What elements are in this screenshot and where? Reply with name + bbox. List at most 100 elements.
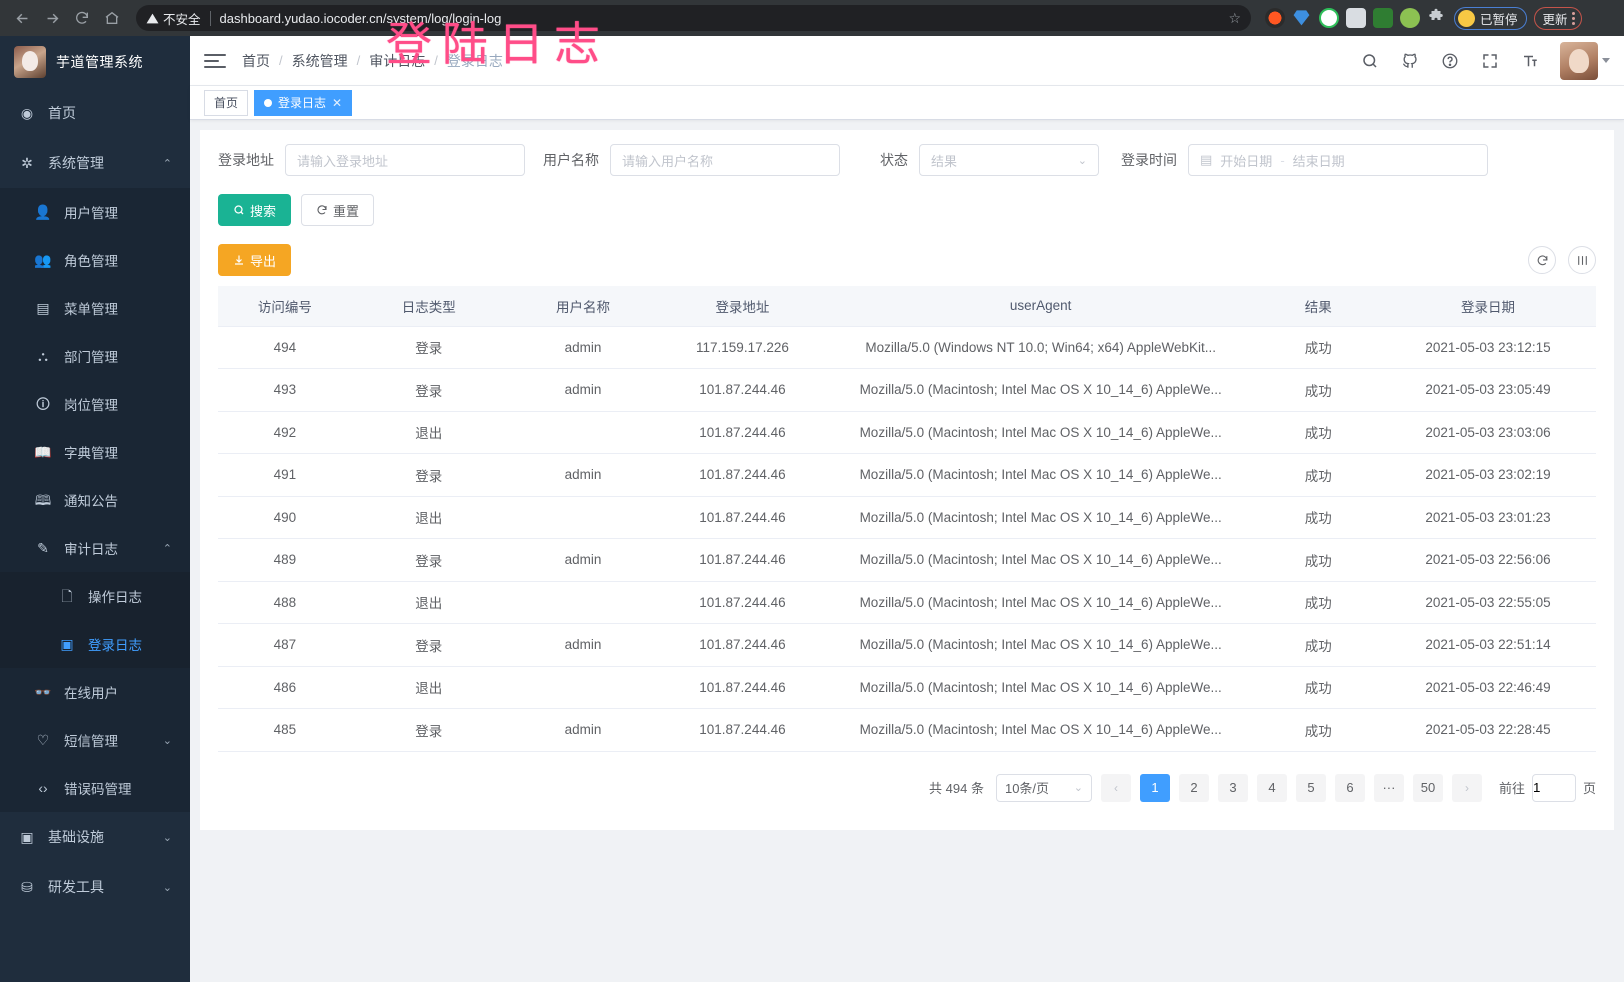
role-icon: 👥 bbox=[34, 252, 52, 268]
table-row[interactable]: 488 退出 101.87.244.46 Mozilla/5.0 (Macintosh… bbox=[218, 581, 1596, 624]
pagination-ellipsis[interactable]: ··· bbox=[1373, 773, 1404, 802]
pagination-page-6[interactable]: 6 bbox=[1334, 773, 1365, 802]
help-icon[interactable] bbox=[1440, 51, 1460, 71]
pagination-page-4[interactable]: 4 bbox=[1256, 773, 1287, 802]
brand[interactable]: 芋道管理系统 bbox=[0, 36, 190, 88]
sidebar-item-departments[interactable]: ⛬ 部门管理 bbox=[0, 332, 190, 380]
sidebar-item-system[interactable]: ✲ 系统管理 ⌃ bbox=[0, 138, 190, 188]
export-button-label: 导出 bbox=[250, 253, 277, 269]
cell-type: 登录 bbox=[351, 368, 506, 412]
font-size-icon[interactable] bbox=[1520, 51, 1540, 71]
search-button[interactable]: 搜索 bbox=[218, 194, 292, 226]
sidebar-item-audit-log[interactable]: ✎ 审计日志 ⌃ bbox=[0, 524, 190, 572]
reset-button[interactable]: 重置 bbox=[301, 194, 375, 226]
table-row[interactable]: 491 登录 admin 101.87.244.46 Mozilla/5.0 (Maci… bbox=[218, 453, 1596, 497]
sidebar-item-error-code[interactable]: ‹› 错误码管理 bbox=[0, 764, 190, 812]
home-icon[interactable] bbox=[98, 4, 126, 32]
github-icon[interactable] bbox=[1400, 51, 1420, 71]
cell-date: 2021-05-03 22:28:45 bbox=[1380, 708, 1596, 752]
login-time-daterange[interactable]: ▤ 开始日期 - 结束日期 bbox=[1188, 144, 1488, 176]
tree-icon: ⛬ bbox=[38, 348, 48, 364]
table-row[interactable]: 494 登录 admin 117.159.17.226 Mozilla/5.0 (Win… bbox=[218, 326, 1596, 369]
refresh-round-icon[interactable] bbox=[1528, 246, 1556, 274]
status-select[interactable]: 结果 ⌄ bbox=[919, 144, 1099, 176]
tag-login-log[interactable]: 登录日志 ✕ bbox=[254, 89, 353, 116]
breadcrumb-item-audit[interactable]: 审计日志 bbox=[369, 52, 426, 69]
pagination-prev[interactable]: ‹ bbox=[1100, 773, 1131, 802]
extension-icon-puzzle[interactable] bbox=[1427, 8, 1447, 28]
table-row[interactable]: 486 退出 101.87.244.46 Mozilla/5.0 (Macintosh… bbox=[218, 666, 1596, 709]
table-row[interactable]: 492 退出 101.87.244.46 Mozilla/5.0 (Macintosh… bbox=[218, 411, 1596, 454]
cell-type: 登录 bbox=[351, 326, 506, 369]
extension-icon-opera[interactable] bbox=[1265, 8, 1285, 28]
address-bar[interactable]: 不安全 dashboard.yudao.iocoder.cn/system/lo… bbox=[136, 5, 1251, 31]
login-address-input[interactable]: 请输入登录地址 bbox=[285, 144, 525, 176]
sidebar-item-dev-tools[interactable]: ⛁ 研发工具 ⌄ bbox=[0, 862, 190, 912]
pagination-page-last[interactable]: 50 bbox=[1412, 773, 1443, 802]
security-label: 不安全 bbox=[163, 12, 201, 27]
sidebar-item-dictionary[interactable]: 📖 字典管理 bbox=[0, 428, 190, 476]
login-log-icon: ▣ bbox=[60, 636, 74, 652]
pagination-next[interactable]: › bbox=[1451, 773, 1482, 802]
table-row[interactable]: 489 登录 admin 101.87.244.46 Mozilla/5.0 (Maci… bbox=[218, 538, 1596, 582]
sidebar-item-notices[interactable]: 🕮 通知公告 bbox=[0, 476, 190, 524]
table-row[interactable]: 493 登录 admin 101.87.244.46 Mozilla/5.0 (Maci… bbox=[218, 368, 1596, 412]
paused-status-badge[interactable]: 已暂停 bbox=[1454, 6, 1527, 30]
breadcrumb-item-system[interactable]: 系统管理 bbox=[291, 52, 348, 69]
extension-icon-diamond[interactable] bbox=[1292, 8, 1312, 28]
pagination-page-3[interactable]: 3 bbox=[1217, 773, 1248, 802]
sidebar-item-menus[interactable]: ▤ 菜单管理 bbox=[0, 284, 190, 332]
sidebar-item-login-log[interactable]: ▣ 登录日志 bbox=[0, 620, 190, 668]
sidebar-item-users[interactable]: 👤 用户管理 bbox=[0, 188, 190, 236]
sidebar-item-operation-log[interactable]: 🗋 操作日志 bbox=[0, 572, 190, 620]
breadcrumb-item-home[interactable]: 首页 bbox=[242, 52, 270, 69]
extension-icon-notes[interactable] bbox=[1346, 8, 1366, 28]
sidebar-item-posts[interactable]: 🛈 岗位管理 bbox=[0, 380, 190, 428]
cell-ip: 101.87.244.46 bbox=[660, 708, 825, 752]
pagination-page-2[interactable]: 2 bbox=[1178, 773, 1209, 802]
pagination-page-1[interactable]: 1 bbox=[1139, 773, 1170, 802]
table-row[interactable]: 485 登录 admin 101.87.244.46 Mozilla/5.0 (Maci… bbox=[218, 708, 1596, 752]
update-button[interactable]: 更新 bbox=[1533, 6, 1582, 30]
sidebar-item-online-users[interactable]: 👓 在线用户 bbox=[0, 668, 190, 716]
sidebar-submenu-system: 👤 用户管理 👥 角色管理 ▤ 菜单管理 ⛬ 部门管理 bbox=[0, 188, 190, 812]
reload-icon[interactable] bbox=[68, 4, 96, 32]
security-warning[interactable]: 不安全 bbox=[146, 9, 201, 28]
avatar[interactable] bbox=[1560, 41, 1598, 80]
goto-input[interactable] bbox=[1531, 773, 1576, 802]
sidebar-item-sms[interactable]: ♡ 短信管理 ⌄ bbox=[0, 716, 190, 764]
log-doc-icon: 🗋 bbox=[61, 588, 73, 604]
cell-type: 登录 bbox=[351, 453, 506, 497]
sidebar-item-roles[interactable]: 👥 角色管理 bbox=[0, 236, 190, 284]
hamburger-icon[interactable] bbox=[204, 53, 226, 68]
extension-icon-leaf[interactable] bbox=[1400, 8, 1420, 28]
browser-menu-icon[interactable] bbox=[1570, 11, 1577, 25]
search-icon bbox=[234, 205, 244, 215]
columns-round-icon[interactable] bbox=[1568, 246, 1596, 274]
extension-icon-wechat[interactable] bbox=[1319, 8, 1339, 28]
bookmark-star-icon[interactable]: ☆ bbox=[1228, 9, 1241, 26]
sidebar-item-label: 通知公告 bbox=[64, 494, 118, 509]
code-icon: ‹› bbox=[38, 780, 48, 796]
cell-id: 487 bbox=[218, 623, 352, 667]
back-arrow-icon[interactable] bbox=[8, 4, 36, 32]
search-icon[interactable] bbox=[1360, 51, 1380, 71]
forward-arrow-icon[interactable] bbox=[38, 4, 66, 32]
table-row[interactable]: 490 退出 101.87.244.46 Mozilla/5.0 (Macintosh… bbox=[218, 496, 1596, 539]
page-size-select[interactable]: 10条/页 ⌄ bbox=[995, 773, 1092, 802]
tag-home[interactable]: 首页 bbox=[204, 89, 249, 116]
user-menu[interactable] bbox=[1560, 41, 1610, 80]
username-input[interactable]: 请输入用户名称 bbox=[610, 144, 840, 176]
fullscreen-icon[interactable] bbox=[1480, 51, 1500, 71]
cell-user: admin bbox=[505, 326, 661, 369]
export-button[interactable]: 导出 bbox=[218, 244, 292, 276]
close-icon[interactable]: ✕ bbox=[332, 95, 343, 110]
cell-date: 2021-05-03 23:02:19 bbox=[1380, 453, 1596, 497]
pagination-page-5[interactable]: 5 bbox=[1295, 773, 1326, 802]
sidebar-item-infrastructure[interactable]: ▣ 基础设施 ⌄ bbox=[0, 812, 190, 862]
extension-icon-translate[interactable] bbox=[1373, 8, 1393, 28]
chevron-down-icon: ⌄ bbox=[162, 831, 172, 844]
table-row[interactable]: 487 登录 admin 101.87.244.46 Mozilla/5.0 (Maci… bbox=[218, 623, 1596, 667]
sidebar-item-home[interactable]: ◉ 首页 bbox=[0, 88, 190, 138]
cell-ip: 101.87.244.46 bbox=[660, 368, 825, 412]
